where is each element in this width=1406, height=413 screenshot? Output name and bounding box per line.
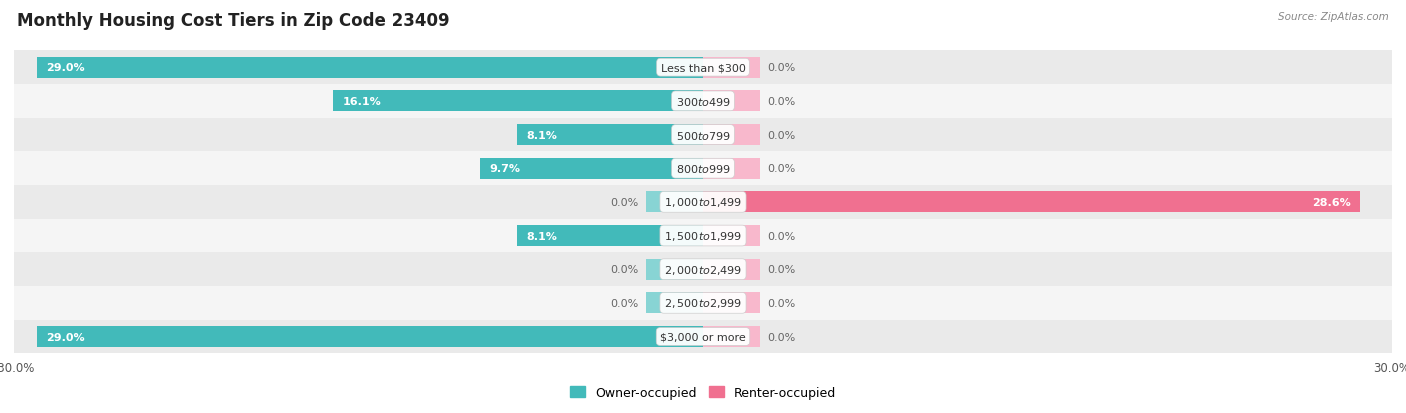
- Bar: [703, 91, 761, 112]
- Text: 0.0%: 0.0%: [768, 332, 796, 342]
- Text: 29.0%: 29.0%: [46, 63, 84, 73]
- Text: 0.0%: 0.0%: [768, 130, 796, 140]
- Bar: [703, 293, 761, 313]
- Text: 0.0%: 0.0%: [768, 97, 796, 107]
- Bar: [645, 192, 703, 213]
- Text: 0.0%: 0.0%: [610, 298, 638, 308]
- Text: 0.0%: 0.0%: [768, 265, 796, 275]
- Text: $300 to $499: $300 to $499: [675, 96, 731, 108]
- Text: 0.0%: 0.0%: [610, 197, 638, 207]
- Bar: [14, 152, 1392, 185]
- Text: $2,000 to $2,499: $2,000 to $2,499: [664, 263, 742, 276]
- Text: $800 to $999: $800 to $999: [675, 163, 731, 175]
- Text: 0.0%: 0.0%: [610, 265, 638, 275]
- Text: Monthly Housing Cost Tiers in Zip Code 23409: Monthly Housing Cost Tiers in Zip Code 2…: [17, 12, 450, 30]
- Text: Less than $300: Less than $300: [661, 63, 745, 73]
- Text: $1,500 to $1,999: $1,500 to $1,999: [664, 230, 742, 242]
- Text: 29.0%: 29.0%: [46, 332, 84, 342]
- Bar: [703, 225, 761, 247]
- Text: $2,500 to $2,999: $2,500 to $2,999: [664, 297, 742, 310]
- Bar: [703, 192, 1360, 213]
- Bar: [333, 91, 703, 112]
- Bar: [645, 293, 703, 313]
- Bar: [517, 225, 703, 247]
- Text: 0.0%: 0.0%: [768, 164, 796, 174]
- Bar: [703, 326, 761, 347]
- Bar: [703, 158, 761, 179]
- Text: $1,000 to $1,499: $1,000 to $1,499: [664, 196, 742, 209]
- Text: $3,000 or more: $3,000 or more: [661, 332, 745, 342]
- Bar: [703, 58, 761, 78]
- Bar: [14, 286, 1392, 320]
- Text: 0.0%: 0.0%: [768, 231, 796, 241]
- Bar: [517, 125, 703, 146]
- Text: 28.6%: 28.6%: [1312, 197, 1351, 207]
- Text: 16.1%: 16.1%: [343, 97, 381, 107]
- Bar: [14, 51, 1392, 85]
- Bar: [703, 125, 761, 146]
- Bar: [14, 185, 1392, 219]
- Text: 8.1%: 8.1%: [526, 130, 557, 140]
- Bar: [37, 326, 703, 347]
- Legend: Owner-occupied, Renter-occupied: Owner-occupied, Renter-occupied: [565, 381, 841, 404]
- Bar: [14, 219, 1392, 253]
- Bar: [14, 119, 1392, 152]
- Bar: [37, 58, 703, 78]
- Text: 9.7%: 9.7%: [489, 164, 520, 174]
- Bar: [14, 320, 1392, 354]
- Bar: [14, 253, 1392, 286]
- Text: $500 to $799: $500 to $799: [675, 129, 731, 141]
- Text: 8.1%: 8.1%: [526, 231, 557, 241]
- Bar: [703, 259, 761, 280]
- Text: 0.0%: 0.0%: [768, 63, 796, 73]
- Bar: [645, 259, 703, 280]
- Text: Source: ZipAtlas.com: Source: ZipAtlas.com: [1278, 12, 1389, 22]
- Bar: [14, 85, 1392, 119]
- Text: 0.0%: 0.0%: [768, 298, 796, 308]
- Bar: [481, 158, 703, 179]
